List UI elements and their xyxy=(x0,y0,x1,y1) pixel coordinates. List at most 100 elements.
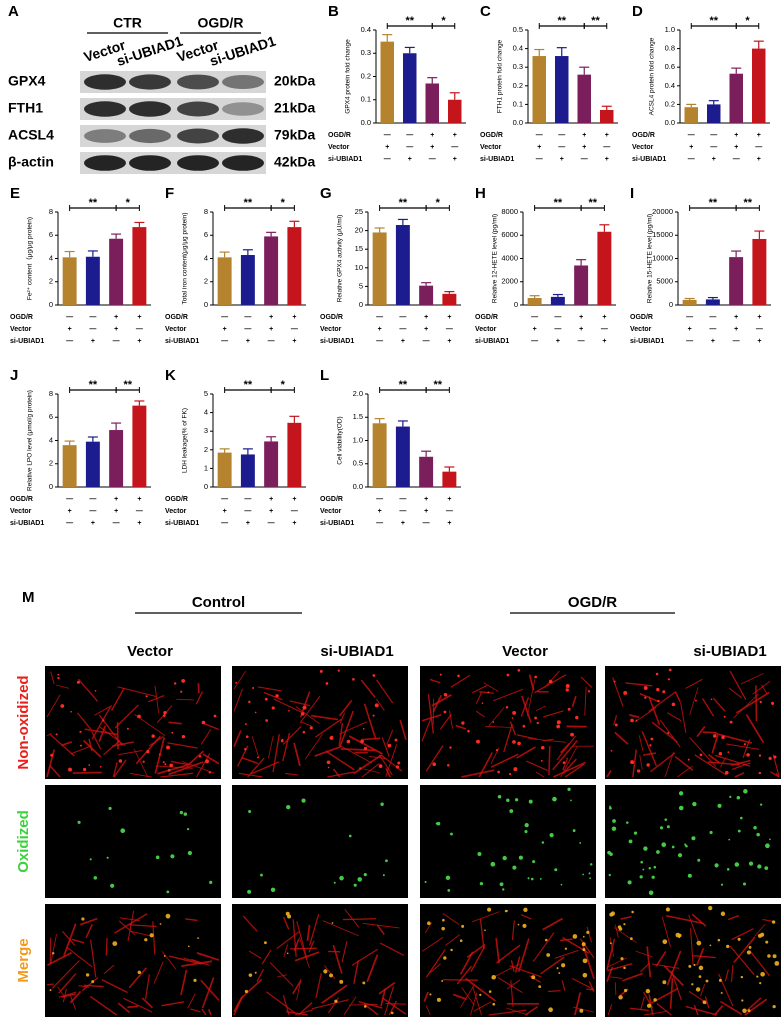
bar xyxy=(574,265,589,305)
condition-sign: + xyxy=(137,520,141,527)
fiber xyxy=(62,930,76,946)
condition-sign: — xyxy=(423,520,430,527)
y-tick-label: 0 xyxy=(204,300,208,309)
y-tick-label: 0 xyxy=(359,300,363,309)
fiber xyxy=(696,725,706,738)
micrograph-signal xyxy=(77,806,213,894)
fiber xyxy=(148,694,165,703)
y-tick-label: 15000 xyxy=(652,230,673,239)
y-tick-label: 0.5 xyxy=(513,25,523,34)
puncta xyxy=(509,809,514,814)
puncta xyxy=(248,809,252,813)
fiber xyxy=(57,986,66,999)
y-tick-label: 0.2 xyxy=(665,99,675,108)
fiber xyxy=(295,706,320,725)
fiber xyxy=(689,737,717,768)
y-tick-label: 0.0 xyxy=(665,118,675,127)
condition-sign: — xyxy=(429,156,436,163)
puncta xyxy=(180,690,183,693)
puncta xyxy=(502,888,505,891)
fiber xyxy=(196,753,211,778)
condition-sign: — xyxy=(384,156,391,163)
puncta xyxy=(648,890,654,896)
y-axis-label: Relative 12-HETE level (pg/ml) xyxy=(492,214,499,303)
puncta xyxy=(567,787,571,791)
puncta xyxy=(666,825,670,829)
condition-label: OGD/R xyxy=(328,132,351,139)
fiber xyxy=(118,920,136,936)
bar xyxy=(425,83,439,123)
blot-band xyxy=(84,129,126,143)
fiber xyxy=(641,731,658,767)
puncta xyxy=(106,856,109,859)
panel-label: H xyxy=(475,185,486,202)
puncta xyxy=(137,714,141,719)
fiber xyxy=(195,691,204,705)
puncta xyxy=(702,1000,707,1005)
fiber xyxy=(351,948,379,966)
condition-sign: — xyxy=(376,520,383,527)
fiber xyxy=(187,993,196,1009)
micrograph-signal xyxy=(233,669,407,778)
condition-label: OGD/R xyxy=(632,132,655,139)
y-tick-label: 0 xyxy=(204,482,208,491)
fiber xyxy=(292,919,297,957)
condition-sign: + xyxy=(269,496,273,503)
puncta xyxy=(378,764,383,769)
condition-sign: — xyxy=(536,156,543,163)
puncta xyxy=(362,728,365,730)
fiber xyxy=(573,1006,595,1013)
puncta xyxy=(720,991,723,994)
fiber xyxy=(161,1001,185,1007)
fiber xyxy=(203,722,220,731)
condition-sign: + xyxy=(711,338,715,345)
puncta xyxy=(710,698,713,701)
puncta xyxy=(772,1004,776,1009)
puncta xyxy=(505,706,509,709)
fiber xyxy=(761,684,768,695)
micrograph-signal xyxy=(233,908,407,1016)
puncta xyxy=(137,970,142,975)
puncta xyxy=(534,675,537,679)
puncta xyxy=(339,979,344,984)
puncta xyxy=(642,868,645,871)
fiber xyxy=(240,978,263,1000)
y-tick-label: 2 xyxy=(49,459,53,468)
fiber xyxy=(311,999,349,1010)
fiber xyxy=(670,970,682,1001)
condition-label: Vector xyxy=(320,326,342,333)
fiber xyxy=(360,679,376,698)
fiber xyxy=(77,678,99,702)
condition-label: si-UBIAD1 xyxy=(320,338,354,345)
condition-sign: + xyxy=(424,496,428,503)
micrograph xyxy=(420,904,596,1017)
puncta xyxy=(302,705,307,710)
condition-label: OGD/R xyxy=(165,314,188,321)
puncta xyxy=(696,940,702,946)
y-tick-label: 0 xyxy=(49,300,53,309)
bar xyxy=(132,227,147,305)
puncta xyxy=(528,799,533,804)
condition-sign: — xyxy=(399,326,406,333)
puncta xyxy=(765,843,770,849)
bar xyxy=(62,257,77,305)
bar xyxy=(707,104,721,123)
condition-sign: + xyxy=(579,326,583,333)
y-tick-label: 6000 xyxy=(501,230,518,239)
condition-sign: — xyxy=(268,520,275,527)
puncta xyxy=(630,718,634,723)
bar xyxy=(132,405,147,487)
puncta xyxy=(675,932,680,938)
bar xyxy=(527,298,542,305)
fiber xyxy=(117,1002,131,1014)
bar xyxy=(264,441,279,487)
puncta xyxy=(720,883,724,886)
fiber xyxy=(325,750,355,771)
fiber xyxy=(133,748,149,778)
puncta xyxy=(441,926,445,931)
puncta xyxy=(248,700,251,704)
fiber xyxy=(46,749,56,778)
micrograph xyxy=(232,666,408,779)
puncta xyxy=(329,973,333,978)
puncta xyxy=(459,939,463,943)
